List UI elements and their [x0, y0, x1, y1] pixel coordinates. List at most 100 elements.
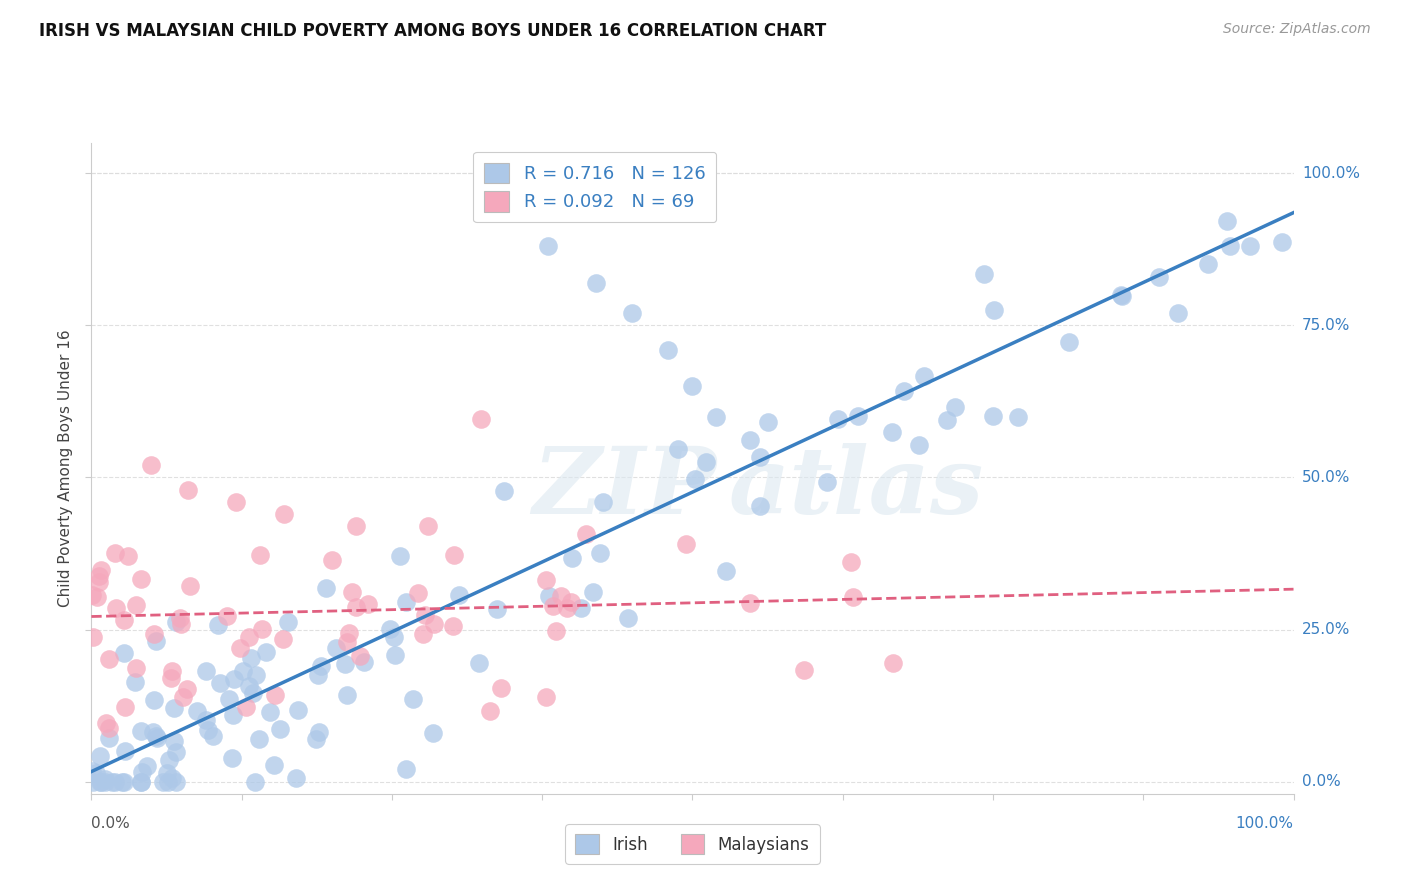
Point [86, 591, 108, 605]
Point [470, 412, 492, 426]
Point [82, 774, 104, 789]
Point [129, 774, 152, 789]
Point [1111, 289, 1133, 303]
Point [336, 635, 359, 649]
Point [756, 415, 779, 429]
Point [706, 409, 728, 424]
Point [936, 413, 959, 427]
Point [308, 725, 330, 739]
Text: IRISH VS MALAYSIAN CHILD POVERTY AMONG BOYS UNDER 16 CORRELATION CHART: IRISH VS MALAYSIAN CHILD POVERTY AMONG B… [39, 22, 827, 40]
Point [112, 774, 135, 789]
Point [94, 772, 117, 787]
Point [277, 615, 299, 630]
Point [271, 632, 294, 646]
Point [245, 774, 267, 789]
Point [1109, 288, 1132, 302]
Text: 100.0%: 100.0% [1236, 816, 1294, 831]
Point [981, 409, 1004, 423]
Point [114, 744, 136, 758]
Point [165, 774, 187, 789]
Point [142, 627, 165, 641]
Point [1216, 214, 1239, 228]
Point [263, 758, 285, 772]
Point [117, 549, 139, 564]
Point [80, 588, 103, 602]
Point [555, 600, 578, 615]
Point [406, 586, 429, 600]
Point [229, 641, 252, 656]
Point [245, 668, 267, 682]
Point [157, 753, 180, 767]
Y-axis label: Child Poverty Among Boys Under 16: Child Poverty Among Boys Under 16 [58, 329, 73, 607]
Point [893, 384, 915, 399]
Point [232, 665, 254, 679]
Point [441, 619, 464, 633]
Point [395, 594, 418, 608]
Point [486, 601, 509, 615]
Point [912, 368, 935, 383]
Point [90, 563, 112, 577]
Point [259, 705, 281, 719]
Point [882, 657, 904, 671]
Point [82, 764, 104, 778]
Point [585, 276, 607, 290]
Point [125, 599, 148, 613]
Point [269, 723, 291, 737]
Point [129, 774, 152, 789]
Point [98, 731, 121, 745]
Point [162, 664, 184, 678]
Point [1219, 239, 1241, 253]
Point [543, 599, 565, 613]
Point [104, 774, 127, 789]
Point [315, 581, 337, 595]
Point [907, 438, 929, 452]
Point [162, 772, 184, 786]
Point [307, 668, 329, 682]
Point [156, 774, 179, 789]
Point [695, 455, 717, 469]
Point [202, 729, 225, 743]
Point [1239, 238, 1261, 252]
Point [87, 575, 110, 590]
Point [534, 574, 557, 588]
Point [163, 734, 186, 748]
Point [681, 379, 703, 393]
Point [1197, 257, 1219, 271]
Point [423, 617, 446, 632]
Point [333, 657, 356, 671]
Point [208, 676, 231, 690]
Point [309, 658, 332, 673]
Point [136, 758, 159, 772]
Point [254, 645, 277, 659]
Legend: Irish, Malaysians: Irish, Malaysians [565, 824, 820, 863]
Point [749, 450, 772, 464]
Point [195, 664, 218, 678]
Point [325, 640, 347, 655]
Point [489, 681, 512, 695]
Point [221, 751, 243, 765]
Point [143, 692, 166, 706]
Point [179, 579, 201, 593]
Point [592, 495, 614, 509]
Text: ZIP: ZIP [533, 442, 717, 533]
Point [305, 731, 328, 746]
Point [98, 652, 121, 666]
Point [252, 622, 274, 636]
Point [537, 239, 560, 253]
Point [534, 690, 557, 704]
Text: 100.0%: 100.0% [1302, 166, 1360, 181]
Point [141, 458, 163, 473]
Point [479, 704, 502, 718]
Point [402, 692, 425, 706]
Point [1007, 409, 1029, 424]
Point [124, 675, 146, 690]
Point [238, 679, 260, 693]
Point [349, 648, 371, 663]
Point [416, 519, 439, 533]
Point [131, 765, 153, 780]
Point [621, 306, 644, 320]
Point [683, 472, 706, 486]
Point [846, 409, 869, 424]
Point [943, 400, 966, 414]
Point [666, 442, 689, 457]
